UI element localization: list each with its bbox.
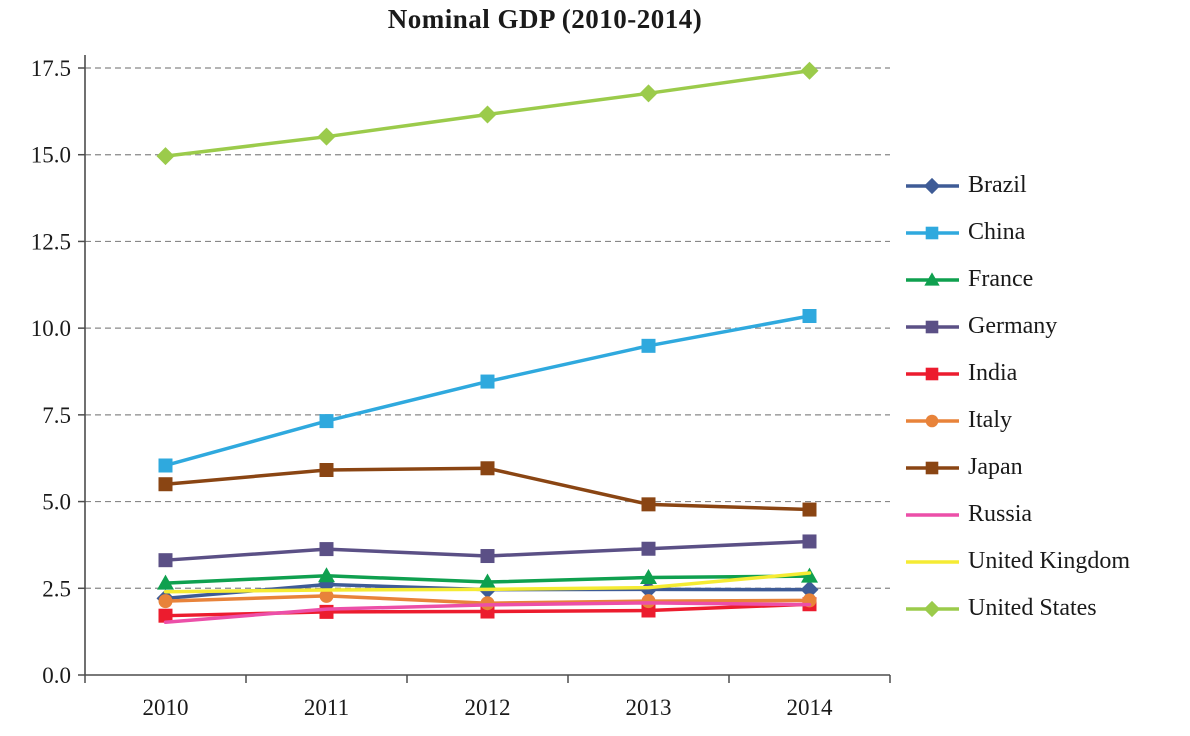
y-tick-label: 12.5 bbox=[31, 229, 71, 254]
series-japan bbox=[158, 461, 817, 517]
legend-label-japan: Japan bbox=[968, 454, 1023, 480]
series-france bbox=[157, 567, 818, 590]
legend-marker-italy bbox=[906, 414, 959, 427]
y-tick-label: 7.5 bbox=[42, 403, 71, 428]
legend-item-united-states: United States bbox=[905, 585, 1130, 632]
legend-label-france: France bbox=[968, 266, 1034, 292]
legend: Brazil China France Germany India Italy Japan R… bbox=[905, 162, 1130, 632]
series-united-states bbox=[156, 61, 819, 166]
series-line-russia bbox=[163, 601, 812, 625]
legend-marker-china bbox=[906, 226, 959, 239]
y-tick-label: 0.0 bbox=[42, 663, 71, 688]
legend-label-germany: Germany bbox=[968, 313, 1058, 339]
chart-title: Nominal GDP (2010-2014) bbox=[387, 4, 703, 34]
legend-marker-brazil bbox=[906, 177, 959, 194]
legend-item-india: India bbox=[905, 350, 1130, 397]
x-tick-label: 2013 bbox=[626, 695, 672, 720]
legend-item-germany: Germany bbox=[905, 303, 1130, 350]
legend-item-united-kingdom: United Kingdom bbox=[905, 538, 1130, 585]
legend-label-italy: Italy bbox=[968, 407, 1012, 433]
legend-item-japan: Japan bbox=[905, 444, 1130, 491]
series-line-china bbox=[163, 314, 812, 468]
legend-item-brazil: Brazil bbox=[905, 162, 1130, 209]
x-tick-label: 2012 bbox=[465, 695, 511, 720]
legend-label-united-kingdom: United Kingdom bbox=[968, 548, 1130, 574]
legend-marker-united-states bbox=[906, 600, 959, 617]
legend-item-italy: Italy bbox=[905, 397, 1130, 444]
legend-marker-germany bbox=[906, 320, 959, 333]
legend-marker-united-kingdom bbox=[906, 559, 959, 564]
legend-label-united-states: United States bbox=[968, 595, 1097, 621]
legend-label-china: China bbox=[968, 219, 1026, 245]
legend-label-russia: Russia bbox=[968, 501, 1033, 527]
x-tick-label: 2014 bbox=[787, 695, 834, 720]
series-germany bbox=[158, 534, 817, 568]
series-china bbox=[158, 309, 817, 473]
series-russia bbox=[163, 601, 812, 625]
y-tick-label: 2.5 bbox=[42, 576, 71, 601]
y-tick-label: 5.0 bbox=[42, 490, 71, 515]
legend-item-france: France bbox=[905, 256, 1130, 303]
legend-marker-india bbox=[906, 367, 959, 380]
legend-marker-france bbox=[906, 271, 959, 286]
legend-marker-russia bbox=[906, 512, 959, 517]
x-tick-label: 2010 bbox=[143, 695, 189, 720]
legend-marker-japan bbox=[906, 461, 959, 474]
series-line-united-kingdom bbox=[163, 571, 812, 594]
y-tick-label: 15.0 bbox=[31, 143, 71, 168]
y-tick-label: 17.5 bbox=[31, 56, 71, 81]
legend-item-china: China bbox=[905, 209, 1130, 256]
y-tick-label: 10.0 bbox=[31, 316, 71, 341]
x-tick-label: 2011 bbox=[304, 695, 349, 720]
legend-label-brazil: Brazil bbox=[968, 172, 1027, 198]
legend-label-india: India bbox=[968, 360, 1018, 386]
legend-item-russia: Russia bbox=[905, 491, 1130, 538]
series-united-kingdom bbox=[163, 571, 812, 594]
